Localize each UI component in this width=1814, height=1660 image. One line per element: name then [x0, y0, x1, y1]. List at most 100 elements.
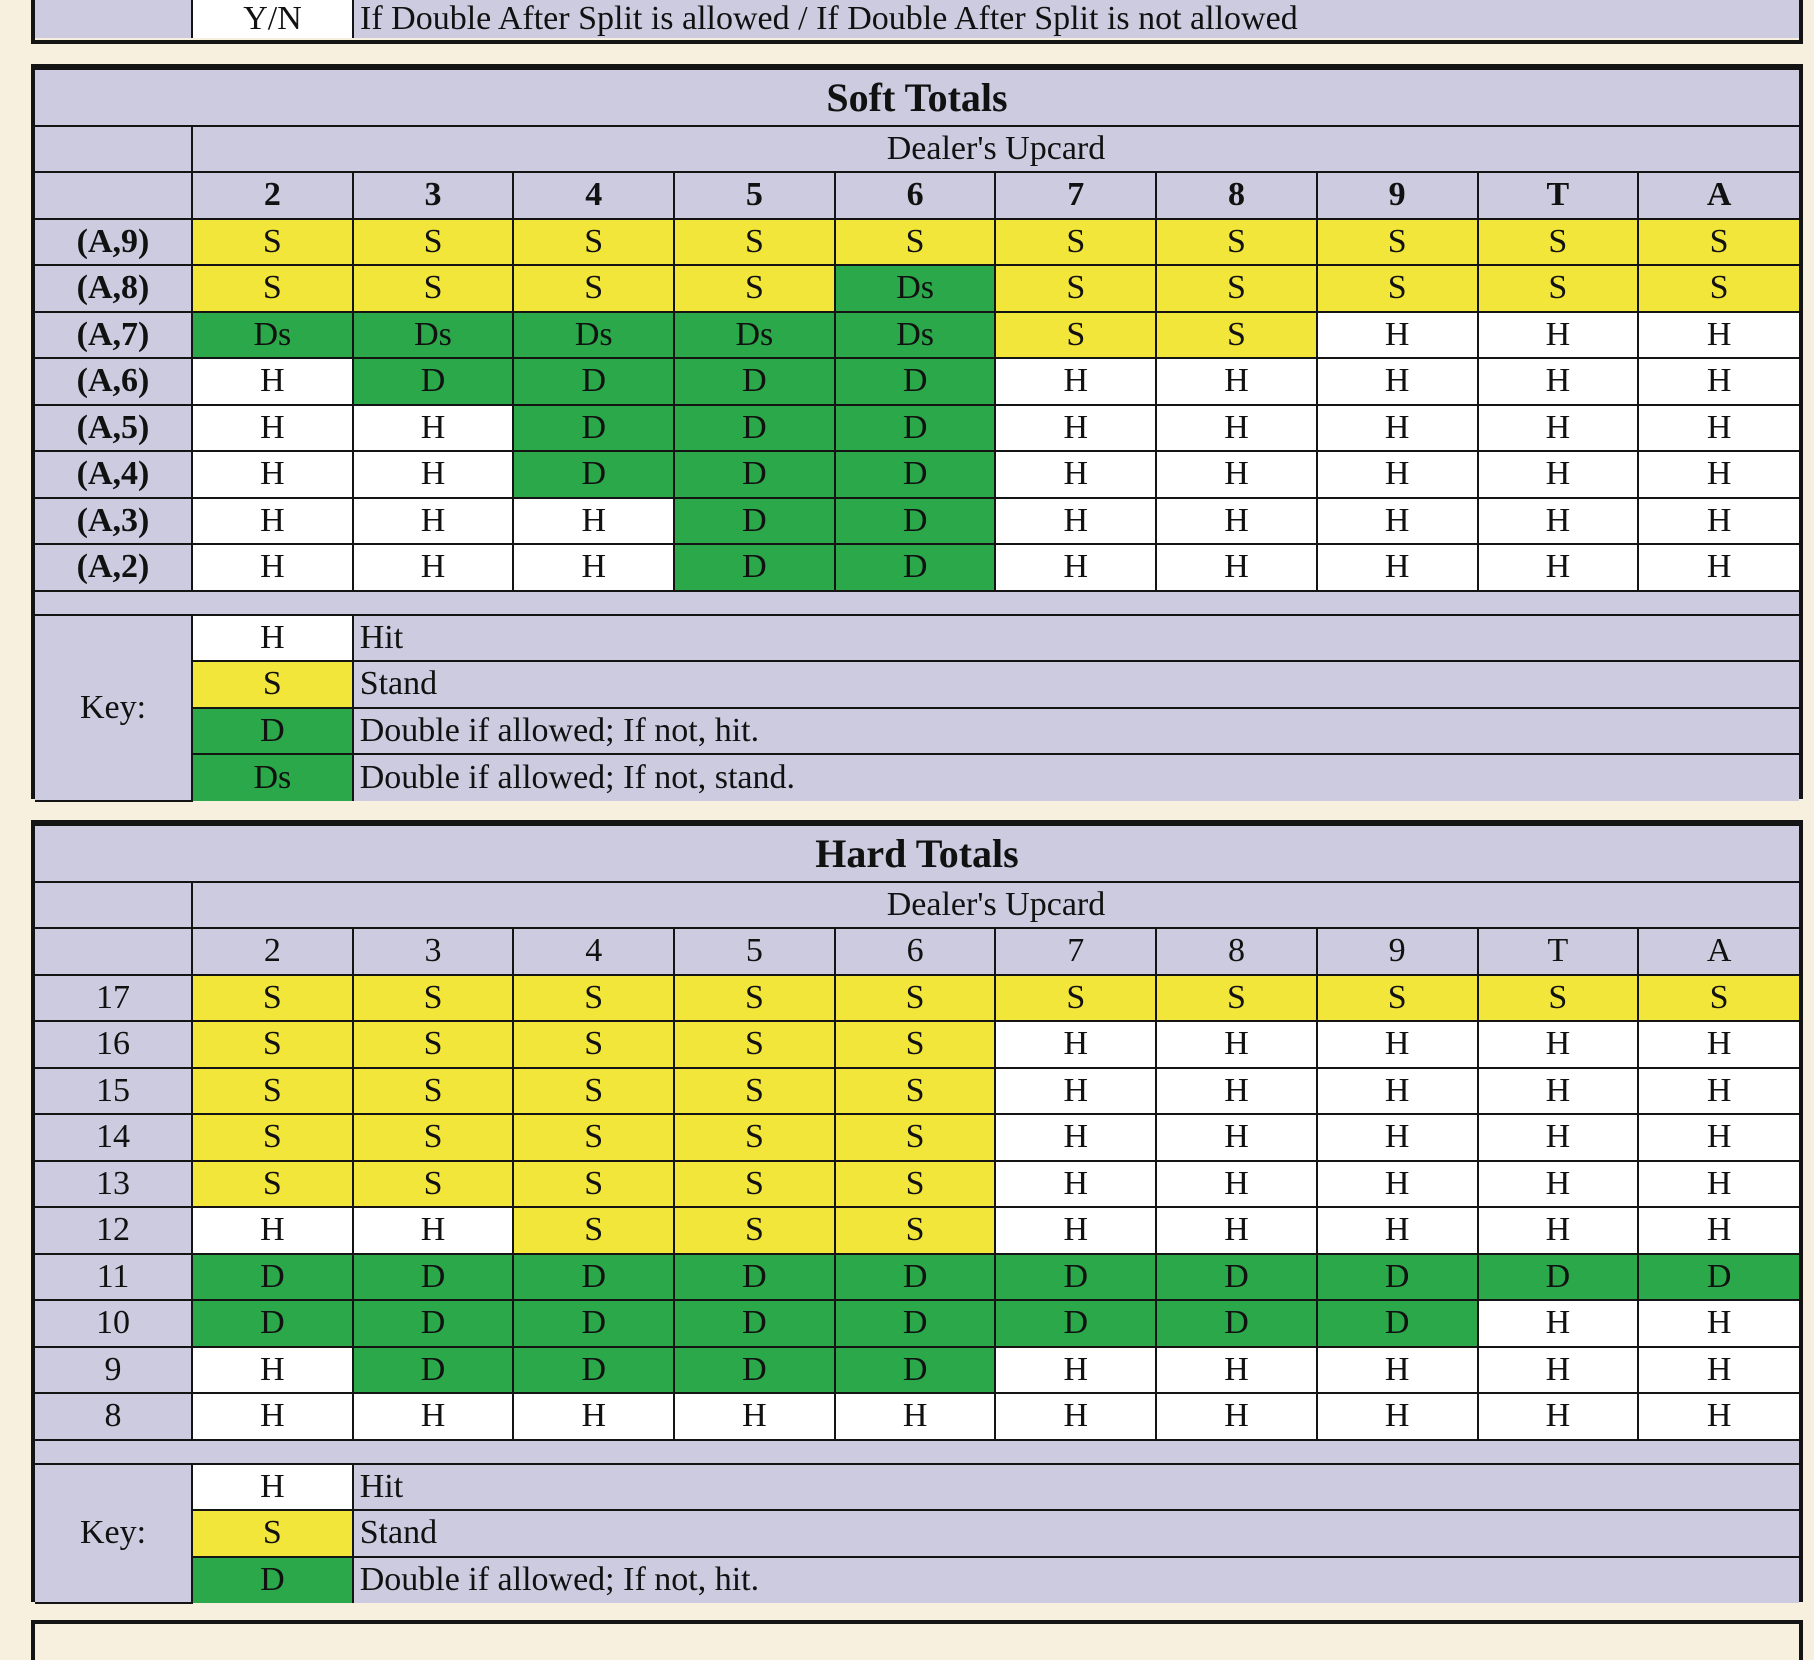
corner-blank-cell: [35, 881, 193, 929]
action-cell: S: [1476, 973, 1640, 1022]
action-cell: D: [673, 496, 836, 545]
action-cell: H: [1476, 1392, 1640, 1441]
action-cell: S: [512, 1113, 676, 1162]
action-cell: D: [351, 357, 515, 406]
action-cell: H: [351, 543, 515, 592]
key-code: S: [192, 660, 354, 709]
upcard-header: 7: [994, 927, 1158, 976]
action-cell: H: [1315, 543, 1479, 592]
action-cell: D: [673, 1252, 836, 1301]
key-description: Stand: [351, 660, 1799, 709]
action-cell: H: [351, 496, 515, 545]
strategy-row: 15 S S S S S H H H H H: [35, 1066, 1799, 1115]
upcard-header: 7: [994, 171, 1158, 220]
action-cell: S: [833, 217, 997, 266]
upcard-header: 4: [512, 927, 676, 976]
corner-blank-cell: [35, 171, 193, 220]
key-row: D Double if allowed; If not, hit.: [35, 706, 1799, 755]
action-cell: S: [1155, 217, 1318, 266]
hand-label: 15: [35, 1066, 193, 1115]
upcard-header: T: [1476, 171, 1640, 220]
action-cell: H: [1476, 1206, 1640, 1255]
action-cell: H: [1637, 1345, 1799, 1394]
action-cell: S: [673, 1020, 836, 1069]
action-cell: S: [673, 973, 836, 1022]
action-cell: D: [833, 1252, 997, 1301]
action-cell: H: [1476, 1113, 1640, 1162]
action-cell: H: [1637, 1299, 1799, 1348]
action-cell: H: [1637, 310, 1799, 359]
action-cell: S: [512, 1020, 676, 1069]
action-cell: H: [1155, 1066, 1318, 1115]
action-cell: H: [351, 450, 515, 499]
action-cell: H: [994, 450, 1158, 499]
action-cell: D: [512, 357, 676, 406]
action-cell: H: [673, 1392, 836, 1441]
action-cell: S: [1637, 973, 1799, 1022]
upcard-header: 8: [1155, 171, 1318, 220]
action-cell: H: [1637, 1020, 1799, 1069]
action-cell: S: [1155, 310, 1318, 359]
strategy-row: (A,9) S S S S S S S S S S: [35, 217, 1799, 266]
action-cell: Ds: [673, 310, 836, 359]
action-cell: H: [1476, 1020, 1640, 1069]
action-cell: S: [351, 1159, 515, 1208]
strategy-row: 10 D D D D D D D D H H: [35, 1299, 1799, 1348]
action-cell: D: [833, 357, 997, 406]
hand-label: (A,6): [35, 357, 193, 406]
action-cell: S: [512, 1159, 676, 1208]
action-cell: Ds: [833, 264, 997, 313]
action-cell: H: [191, 403, 354, 452]
action-cell: H: [1637, 1159, 1799, 1208]
action-cell: H: [1315, 1159, 1479, 1208]
action-cell: H: [1155, 543, 1318, 592]
action-cell: H: [1155, 1392, 1318, 1441]
upcard-header: 5: [673, 927, 836, 976]
action-cell: H: [1155, 1113, 1318, 1162]
action-cell: H: [1315, 403, 1479, 452]
strategy-row: (A,5) H H D D D H H H H H: [35, 403, 1799, 452]
key-label: Key:: [35, 1462, 193, 1604]
action-cell: H: [1155, 403, 1318, 452]
action-cell: H: [191, 1345, 354, 1394]
action-cell: D: [833, 543, 997, 592]
action-cell: D: [512, 450, 676, 499]
corner-blank-cell: [35, 927, 193, 976]
action-cell: H: [1476, 1345, 1640, 1394]
upcard-header: 3: [351, 927, 515, 976]
action-cell: D: [351, 1299, 515, 1348]
action-cell: S: [191, 973, 354, 1022]
action-cell: S: [833, 1066, 997, 1115]
action-cell: S: [673, 217, 836, 266]
action-cell: H: [1476, 1066, 1640, 1115]
section-spacer: [35, 1438, 1799, 1465]
upcard-header: 4: [512, 171, 676, 220]
action-cell: S: [351, 217, 515, 266]
action-cell: H: [994, 1159, 1158, 1208]
legend-blank-cell: [35, 0, 193, 38]
action-cell: H: [994, 496, 1158, 545]
upcard-header: A: [1637, 927, 1799, 976]
next-section-table: [31, 1620, 1803, 1660]
action-cell: D: [833, 403, 997, 452]
action-cell: S: [1315, 264, 1479, 313]
action-cell: H: [994, 1345, 1158, 1394]
action-cell: D: [673, 543, 836, 592]
section-spacer: [35, 589, 1799, 616]
key-row: Key: H Hit: [35, 613, 1799, 802]
action-cell: D: [994, 1299, 1158, 1348]
action-cell: S: [191, 1066, 354, 1115]
upcard-header: 6: [833, 171, 997, 220]
action-cell: H: [1315, 1020, 1479, 1069]
action-cell: H: [1476, 1159, 1640, 1208]
section-title: Soft Totals: [35, 68, 1799, 127]
action-cell: H: [351, 1206, 515, 1255]
action-cell: D: [512, 1252, 676, 1301]
dealer-upcard-label: Dealer's Upcard: [191, 125, 1799, 173]
action-cell: H: [351, 1392, 515, 1441]
action-cell: H: [1476, 357, 1640, 406]
hand-label: (A,2): [35, 543, 193, 592]
action-cell: H: [351, 403, 515, 452]
action-cell: S: [673, 264, 836, 313]
